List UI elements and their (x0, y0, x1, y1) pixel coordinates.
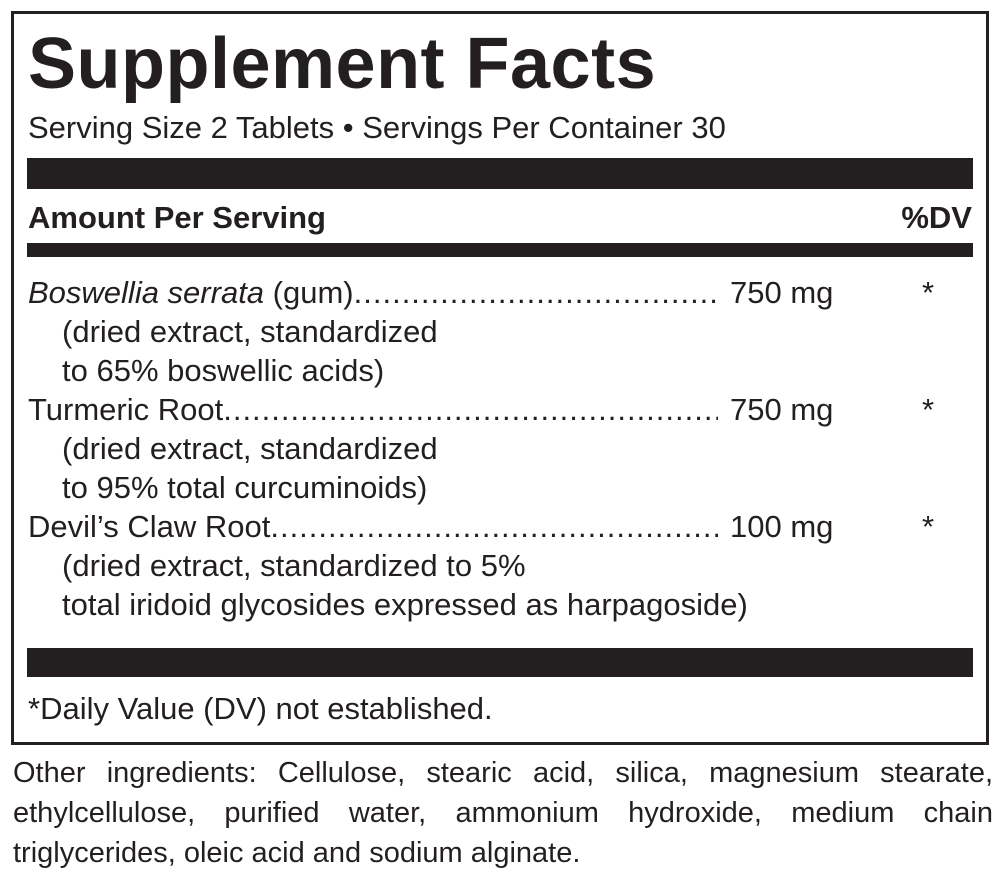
ingredient-name: Devil’s Claw Root (28, 507, 270, 546)
ingredient-row: Turmeric Root ..........................… (28, 390, 978, 507)
ingredient-dv: * (922, 392, 935, 427)
ingredient-name-text: Turmeric Root (28, 392, 224, 427)
ingredient-detail: (dried extract, standardized to 5% (62, 548, 526, 583)
ingredient-name-text: Devil’s Claw Root (28, 509, 271, 544)
serving-info: Serving Size 2 Tablets • Servings Per Co… (28, 110, 726, 145)
ingredient-amount: 750 mg (730, 392, 834, 427)
ingredient-detail: to 65% boswellic acids) (62, 353, 385, 388)
ingredient-list: Boswellia serrata (gum) ................… (28, 273, 978, 624)
thick-divider (27, 158, 973, 189)
ingredient-amount: 750 mg (730, 275, 834, 310)
ingredient-dv: * (922, 275, 935, 310)
ingredient-dv: * (922, 509, 935, 544)
leader-dots: ........................................… (223, 392, 718, 427)
panel-title: Supplement Facts (28, 24, 657, 104)
dv-label: %DV (901, 200, 972, 235)
ingredient-detail: (dried extract, standardized (62, 431, 438, 466)
amount-per-serving-label: Amount Per Serving (28, 200, 326, 235)
ingredient-amount: 100 mg (730, 509, 834, 544)
ingredient-name: Turmeric Root (28, 390, 223, 429)
ingredient-detail: (dried extract, standardized (62, 314, 438, 349)
medium-divider (27, 243, 973, 257)
other-ingredients: Other ingredients: Cellulose, stearic ac… (13, 757, 993, 869)
ingredient-name-italic: Boswellia serrata (28, 275, 265, 310)
leader-dots: ........................................… (270, 509, 718, 544)
bottom-divider (27, 648, 973, 677)
ingredient-name: Boswellia serrata (gum) (28, 273, 354, 312)
ingredient-detail: total iridoid glycosides expressed as ha… (62, 587, 748, 622)
leader-dots: ........................................… (353, 275, 718, 310)
ingredient-detail: to 95% total curcuminoids) (62, 470, 428, 505)
ingredient-row: Devil’s Claw Root ......................… (28, 507, 978, 624)
ingredient-row: Boswellia serrata (gum) ................… (28, 273, 978, 390)
column-header: Amount Per Serving %DV (28, 200, 972, 236)
footnote: *Daily Value (DV) not established. (28, 691, 493, 726)
ingredient-name-text: (gum) (264, 275, 354, 310)
supplement-facts-panel: Supplement Facts Serving Size 2 Tablets … (11, 11, 989, 745)
